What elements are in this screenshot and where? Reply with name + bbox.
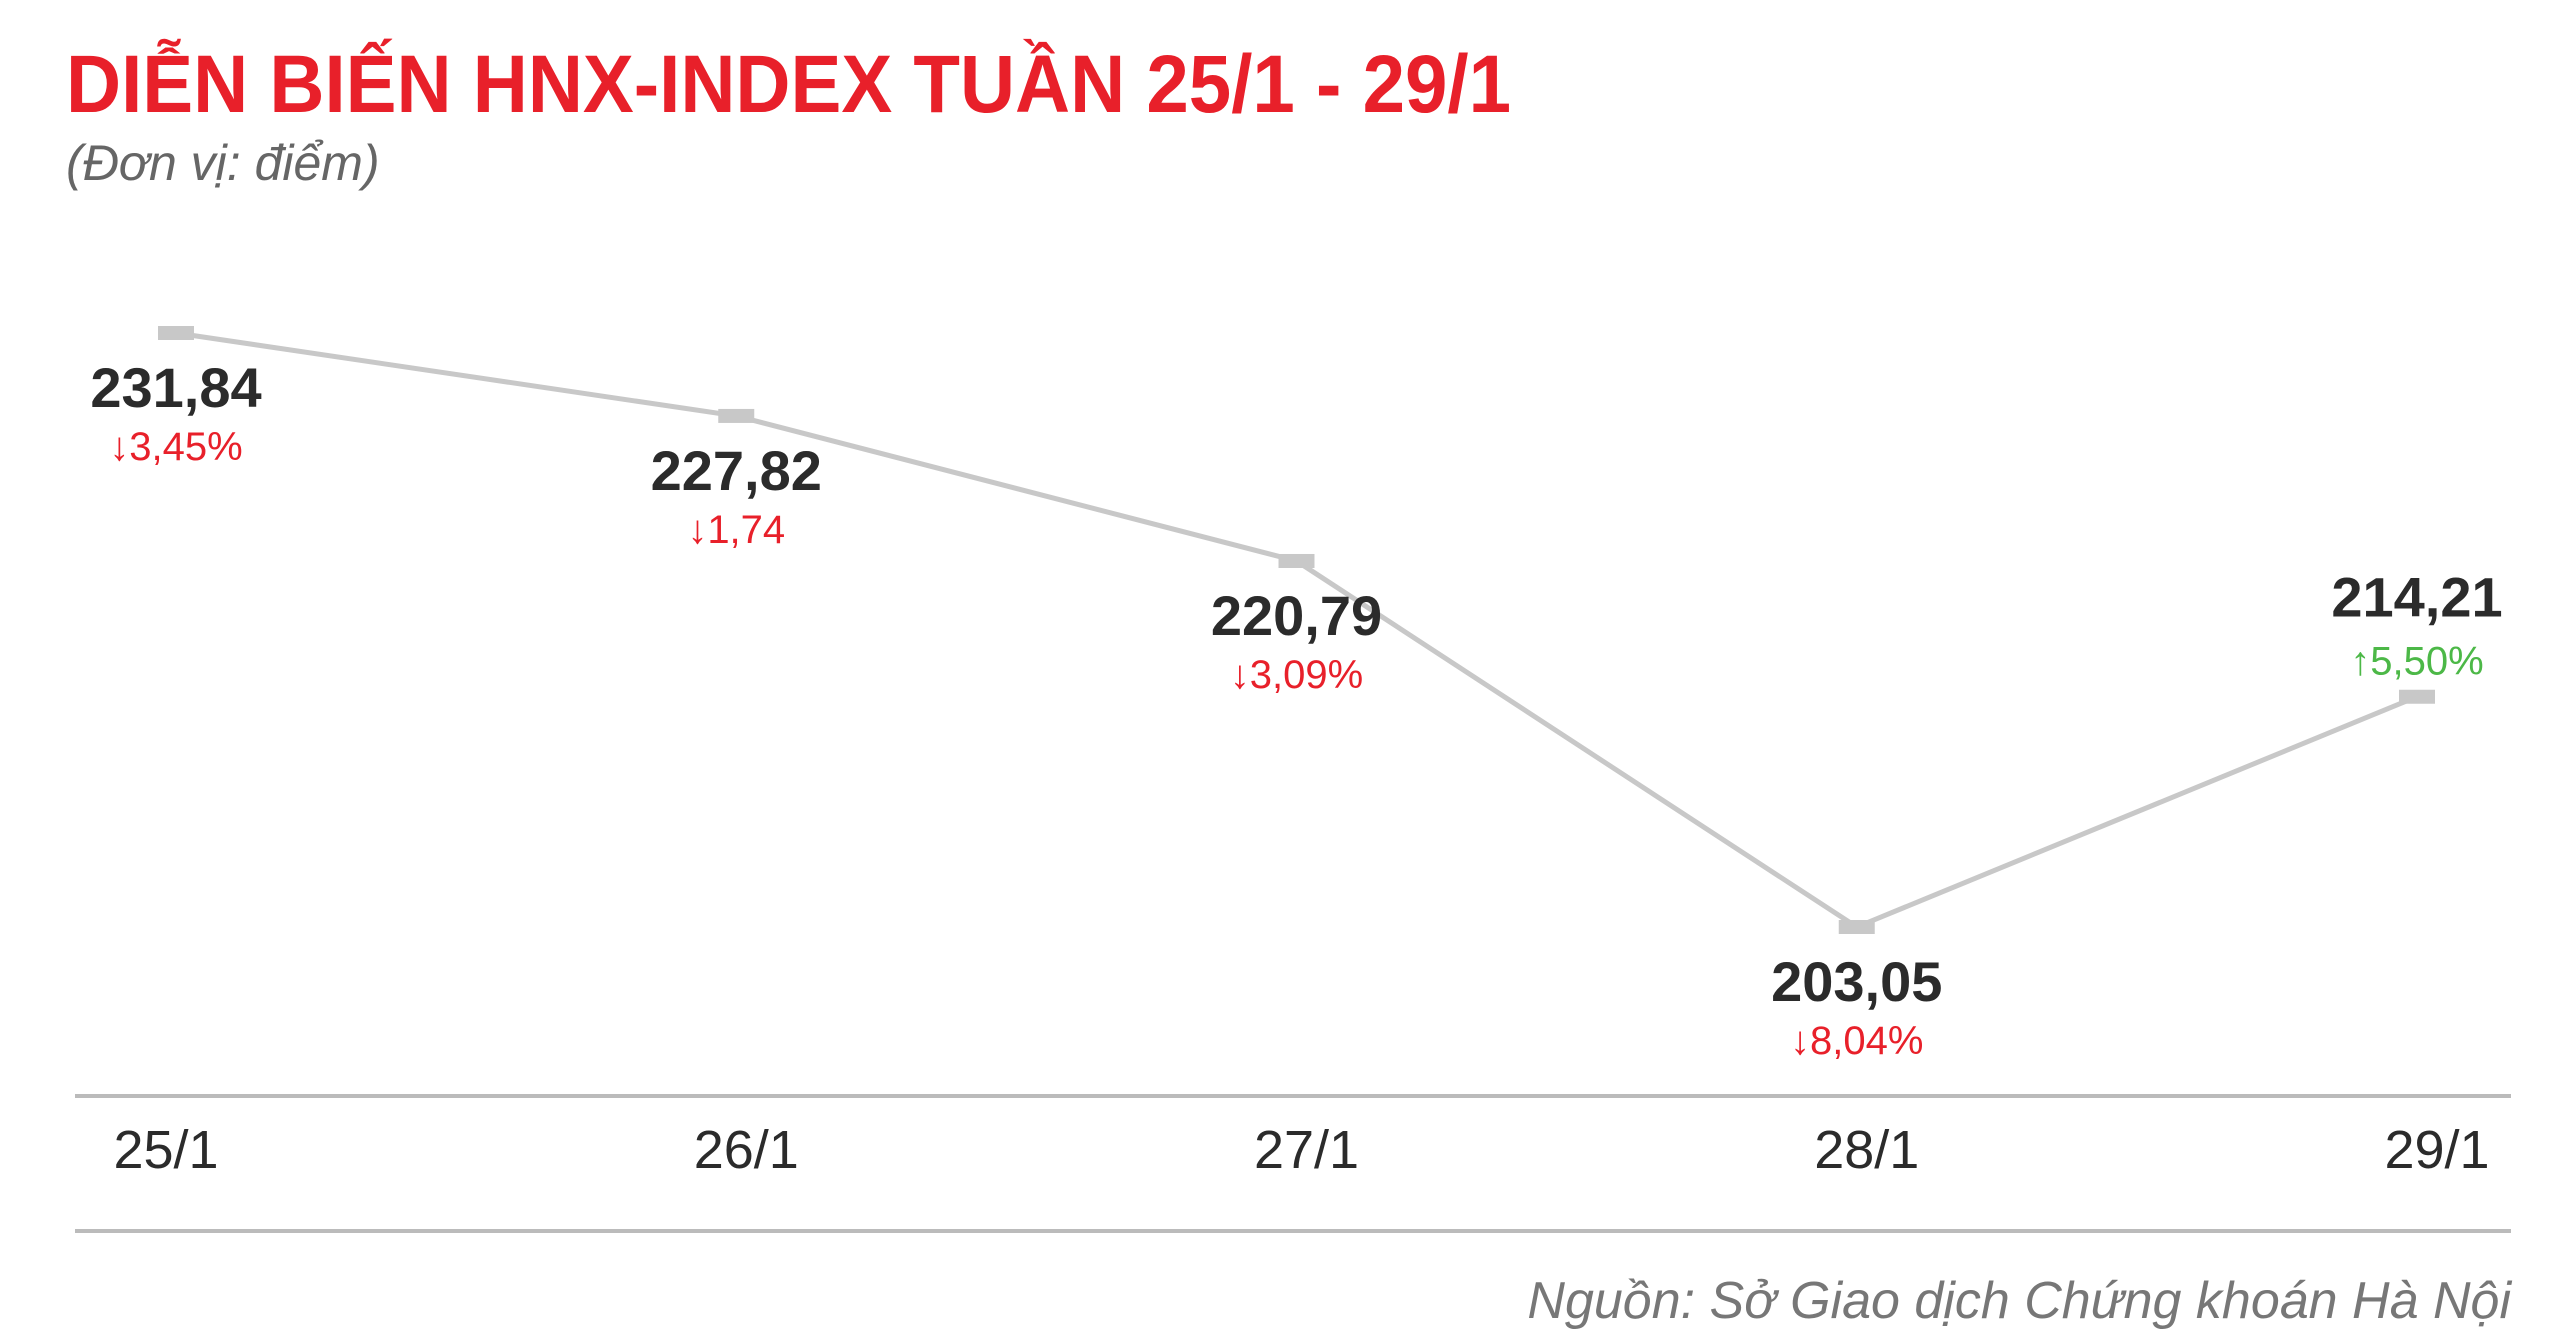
change-label: ↑5,50% [2350, 640, 2483, 684]
x-tick-label: 25/1 [113, 1120, 218, 1180]
x-tick-label: 26/1 [694, 1120, 799, 1180]
x-tick-label: 28/1 [1814, 1120, 1919, 1180]
change-label: ↓8,04% [1790, 1019, 1923, 1063]
change-label: ↓3,45% [109, 425, 242, 469]
value-label: 220,79 [1211, 584, 1382, 647]
chart-subtitle: (Đơn vị: điểm) [66, 135, 380, 191]
value-label: 203,05 [1771, 950, 1942, 1013]
point-marker [158, 326, 194, 340]
value-label: 231,84 [90, 356, 261, 419]
chart-title: DIỄN BIẾN HNX-INDEX TUẦN 25/1 - 29/1 [66, 39, 1511, 130]
point-marker [1278, 553, 1315, 568]
x-tick-label: 27/1 [1254, 1120, 1359, 1180]
point-marker [1838, 920, 1875, 934]
value-label: 227,82 [651, 439, 822, 502]
point-marker [2399, 689, 2435, 704]
change-label: ↓3,09% [1230, 653, 1363, 697]
value-label: 214,21 [2331, 566, 2502, 629]
x-tick-label: 29/1 [2384, 1120, 2489, 1180]
point-marker [718, 408, 755, 423]
source-note: Nguồn: Sở Giao dịch Chứng khoán Hà Nội [1527, 1272, 2512, 1330]
change-label: ↓1,74 [687, 508, 785, 552]
